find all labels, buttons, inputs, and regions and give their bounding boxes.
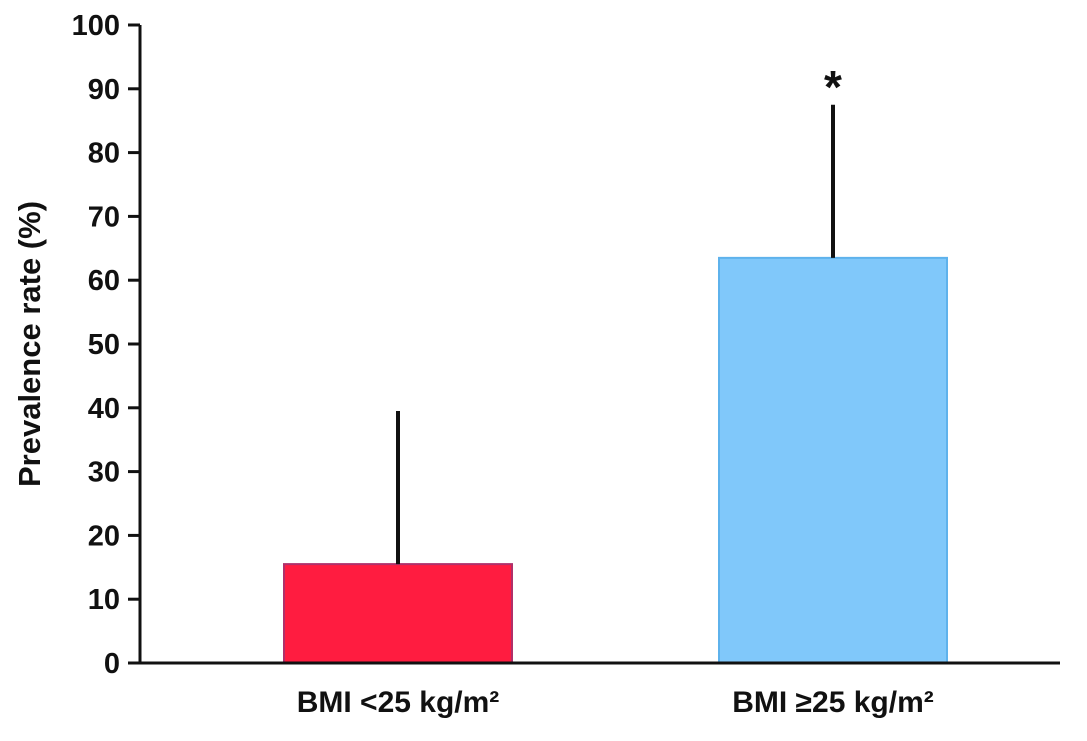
y-tick-label: 80 — [88, 138, 120, 170]
bar — [718, 256, 948, 664]
y-tick-label: 60 — [88, 265, 120, 297]
x-category-label: BMI <25 kg/m² — [297, 686, 500, 719]
y-axis-title: Prevalence rate (%) — [12, 201, 47, 487]
y-tick-label: 40 — [88, 393, 120, 425]
y-tick-label: 30 — [88, 457, 120, 489]
bar — [283, 563, 513, 664]
significance-asterisk: * — [824, 61, 842, 113]
y-tick-label: 20 — [88, 520, 120, 552]
annotations: * — [824, 61, 842, 113]
category-labels: BMI <25 kg/m² BMI ≥25 kg/m² — [297, 686, 934, 719]
y-tick-label: 70 — [88, 201, 120, 233]
error-bars — [396, 104, 835, 565]
y-tick-label: 10 — [88, 584, 120, 616]
y-tick-label: 50 — [88, 329, 120, 361]
x-category-label: BMI ≥25 kg/m² — [732, 686, 934, 719]
y-tick-label: 100 — [72, 10, 120, 42]
y-tick-label: 90 — [88, 74, 120, 106]
bars — [283, 256, 948, 664]
y-tick-label: 0 — [104, 648, 120, 680]
y-axis-ticks: 0 10 20 30 40 50 60 70 80 90 100 — [72, 10, 140, 680]
